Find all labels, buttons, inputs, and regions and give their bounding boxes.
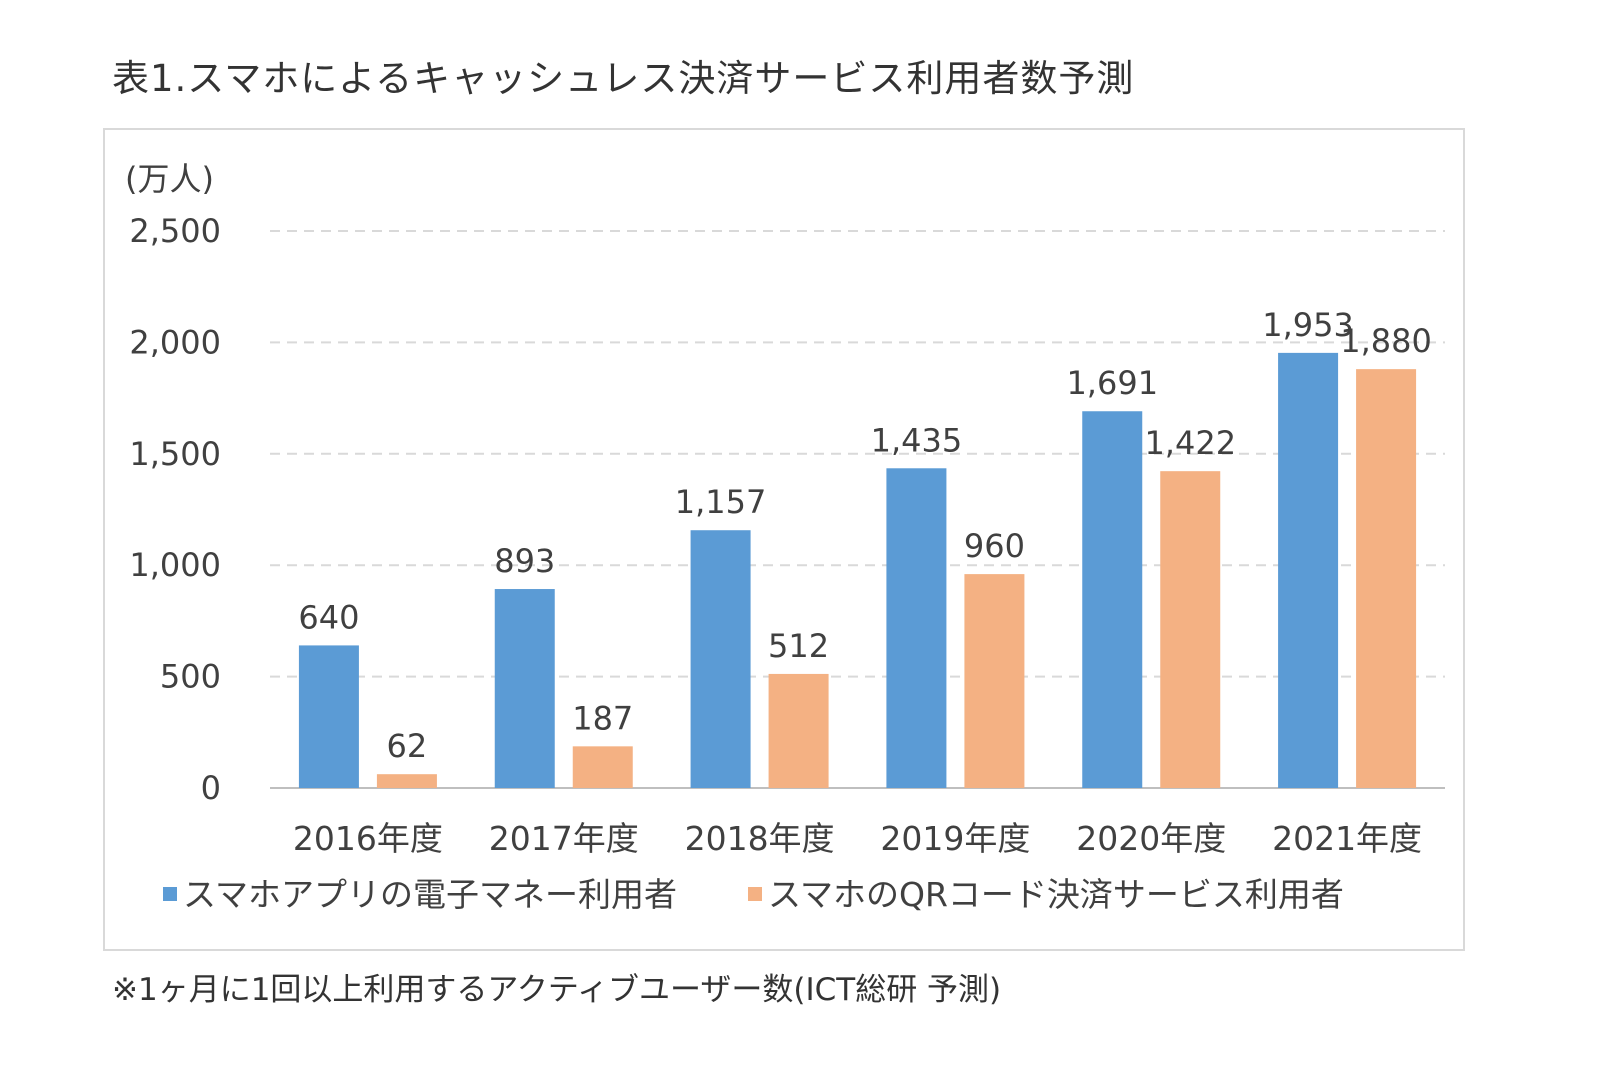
legend-swatch [748,887,762,901]
page-title: 表1.スマホによるキャッシュレス決済サービス利用者数予測 [112,57,1135,100]
x-tick-label: 2017年度 [489,819,639,858]
bar-chart: (万人) 0 500 1,000 1,500 2,000 2,500 640 62 893 18… [125,160,1445,914]
data-label: 187 [572,699,633,737]
data-label: 62 [387,727,428,765]
data-label: 640 [298,598,359,636]
bar-e-money-1 [494,589,555,788]
data-label: 893 [494,542,555,580]
y-tick-label: 1,500 [129,435,221,473]
bar-e-money-3 [886,468,947,788]
bar-e-money-4 [1082,411,1143,788]
bar-e-money-0 [298,645,359,788]
y-tick-label: 0 [201,769,221,807]
bar-qr-payment-3 [964,574,1025,788]
data-label: 1,880 [1340,322,1432,360]
legend-label: スマホのQRコード決済サービス利用者 [768,875,1344,914]
data-label: 1,422 [1144,424,1236,462]
bar-e-money-2 [690,530,751,788]
y-tick-label: 1,000 [129,546,221,584]
x-tick-label: 2018年度 [685,819,835,858]
legend-label: スマホアプリの電子マネー利用者 [183,875,677,914]
bar-qr-payment-4 [1160,471,1221,788]
bar-qr-payment-0 [376,774,437,788]
x-tick-label: 2021年度 [1272,819,1422,858]
y-tick-label: 2,000 [129,323,221,361]
x-tick-label: 2019年度 [880,819,1030,858]
data-label: 1,157 [675,483,767,521]
data-label: 512 [768,627,829,665]
footnote: ※1ヶ月に1回以上利用するアクティブユーザー数(ICT総研 予測) [112,972,1002,1008]
data-label: 1,953 [1262,306,1354,344]
y-tick-label: 500 [160,658,221,696]
x-tick-label: 2016年度 [293,819,443,858]
legend: スマホアプリの電子マネー利用者 スマホのQRコード決済サービス利用者 [163,875,1344,914]
bar-qr-payment-1 [572,746,633,788]
y-axis-ticks: 0 500 1,000 1,500 2,000 2,500 [129,212,221,807]
x-tick-label: 2020年度 [1076,819,1226,858]
data-label: 1,435 [871,421,963,459]
y-tick-label: 2,500 [129,212,221,250]
data-label: 1,691 [1066,364,1158,402]
bar-qr-payment-2 [768,673,829,788]
legend-swatch [163,887,177,901]
bars [298,352,1417,788]
bar-e-money-5 [1278,352,1339,788]
y-axis-unit-label: (万人) [125,160,214,198]
data-labels: 640 62 893 187 1,157 512 1,435 960 1,691 1,422 1,9… [298,306,1432,765]
chart-frame: (万人) 0 500 1,000 1,500 2,000 2,500 640 62 893 18… [103,128,1465,951]
data-label: 960 [964,527,1025,565]
x-axis-ticks: 2016年度 2017年度 2018年度 2019年度 2020年度 2021年度 [293,819,1422,858]
gridlines [270,230,1445,789]
bar-qr-payment-5 [1356,369,1417,788]
